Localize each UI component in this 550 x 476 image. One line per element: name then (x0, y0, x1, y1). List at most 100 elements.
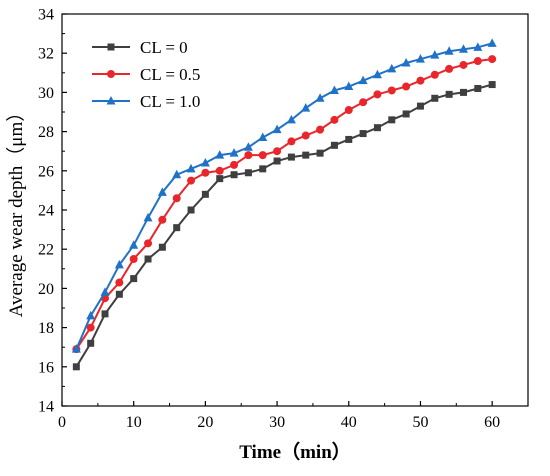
data-point (286, 114, 296, 124)
data-point (144, 255, 152, 263)
data-point (201, 190, 209, 198)
data-point (143, 212, 153, 222)
series-line (75, 83, 493, 368)
legend-item: CL = 0.5 (92, 65, 200, 84)
data-point (488, 81, 496, 89)
legend-label: CL = 0 (140, 38, 188, 57)
data-point (200, 157, 210, 167)
y-tick-label: 16 (38, 359, 54, 376)
data-point (344, 106, 353, 115)
series-0 (72, 81, 496, 371)
axes-layer: 0 10 20 30 40 50 60 14 16 18 20 22 24 26 28 30 32 34 (38, 7, 529, 431)
data-point (172, 169, 182, 179)
data-point (144, 239, 153, 248)
data-point (402, 110, 410, 118)
y-tick-label: 22 (38, 242, 54, 259)
x-tick-label: 0 (58, 414, 66, 431)
data-point (473, 42, 483, 51)
data-point (302, 151, 310, 159)
data-point (186, 163, 196, 173)
data-point (273, 157, 281, 165)
data-point (387, 86, 396, 95)
data-point (258, 151, 267, 160)
data-point (330, 141, 338, 149)
data-point (316, 125, 325, 134)
data-point (129, 240, 139, 249)
series-layer (71, 38, 497, 371)
data-point (259, 165, 267, 173)
data-point (86, 310, 96, 320)
x-tick-label: 30 (269, 414, 285, 431)
data-point (114, 259, 124, 269)
data-point (272, 124, 282, 134)
x-tick-label: 20 (197, 414, 213, 431)
y-tick-label: 24 (38, 203, 54, 220)
data-point (244, 169, 252, 177)
data-point (316, 149, 324, 157)
data-point (372, 69, 382, 79)
legend-label: CL = 1.0 (140, 92, 200, 111)
data-point (388, 116, 396, 124)
data-point (431, 94, 439, 102)
data-point (459, 60, 468, 69)
x-axis-label: Time（min） (239, 440, 351, 463)
data-point (401, 58, 411, 67)
data-point (215, 150, 225, 159)
data-point (273, 147, 282, 156)
series-line (75, 58, 493, 350)
y-tick-label: 34 (38, 7, 54, 24)
plot-frame (61, 13, 529, 407)
y-tick-label: 30 (38, 85, 54, 102)
x-tick-label: 50 (412, 414, 428, 431)
data-point (158, 243, 166, 251)
data-point (487, 38, 497, 47)
data-point (416, 102, 424, 110)
data-point (330, 115, 339, 124)
legend-item: CL = 0 (92, 38, 188, 57)
y-axis-label: Average wear depth（μm） (5, 103, 27, 318)
data-point (86, 323, 95, 332)
data-point (100, 287, 110, 296)
series-line (75, 42, 493, 350)
data-point (243, 142, 253, 151)
data-point (359, 130, 367, 138)
data-point (173, 224, 181, 232)
data-point (230, 171, 238, 179)
data-point (157, 187, 167, 196)
data-point (373, 90, 382, 99)
data-point (115, 278, 124, 287)
data-point (474, 84, 482, 92)
data-point (430, 50, 440, 59)
legend-marker (106, 96, 116, 105)
data-point (72, 363, 80, 371)
data-point (216, 175, 224, 183)
data-point (130, 275, 138, 283)
data-point (358, 75, 368, 85)
data-point (387, 63, 397, 73)
data-point (345, 135, 353, 143)
data-point (444, 46, 454, 55)
data-point (187, 206, 195, 214)
data-point (229, 148, 239, 157)
data-point (329, 85, 339, 94)
data-point (158, 215, 167, 224)
legend-marker (107, 70, 115, 78)
legend-item: CL = 1.0 (92, 92, 200, 111)
data-point (215, 166, 224, 175)
data-point (87, 339, 95, 347)
data-point (230, 160, 239, 169)
data-point (287, 153, 295, 161)
legend-marker (107, 43, 115, 51)
data-point (315, 93, 325, 102)
data-point (301, 103, 311, 112)
y-tick-label: 18 (38, 320, 54, 337)
data-point (445, 64, 454, 73)
y-tick-label: 20 (38, 281, 54, 298)
data-point (301, 131, 310, 140)
data-point (244, 151, 253, 160)
data-point (473, 57, 482, 66)
x-tick-label: 40 (341, 414, 357, 431)
data-point (402, 82, 411, 91)
y-tick-label: 14 (38, 399, 54, 416)
